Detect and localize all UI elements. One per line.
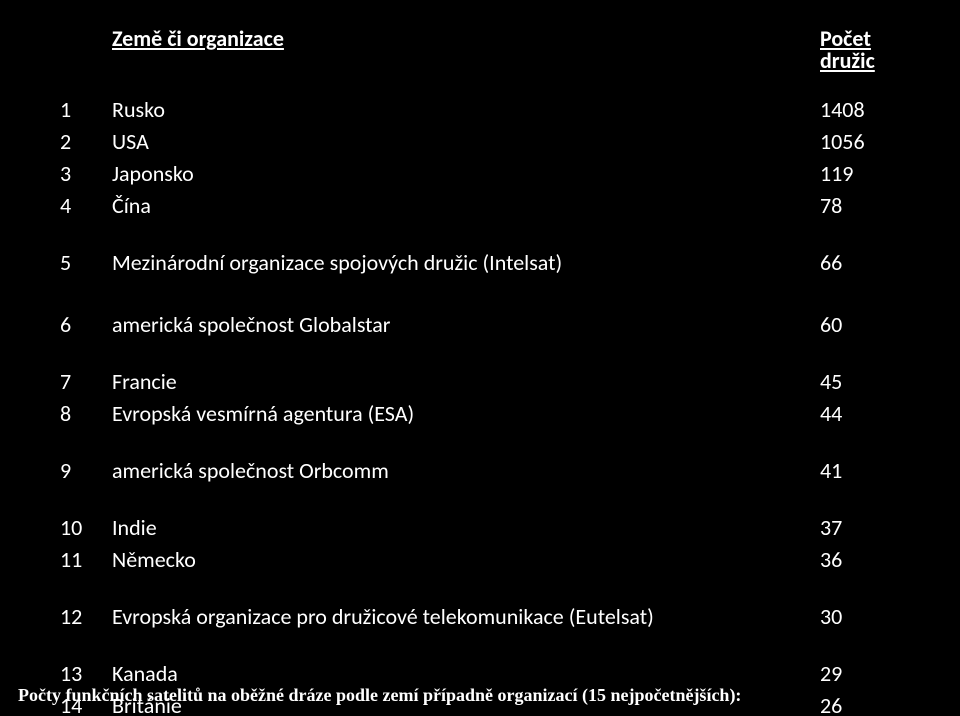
row-number: 13: [60, 663, 112, 685]
row-name: Rusko: [112, 99, 820, 121]
header-count: Počet družic: [820, 28, 890, 72]
table-body: 1Rusko14082USA10563Japonsko1194Čína785Me…: [60, 94, 890, 716]
table-row: 1Rusko1408: [60, 94, 890, 126]
row-count: 37: [820, 517, 890, 539]
row-number: 12: [60, 606, 112, 628]
table-row: 6americká společnost Globalstar60: [60, 304, 890, 346]
row-count: 26: [820, 695, 890, 716]
row-count: 45: [820, 371, 890, 393]
row-name: Indie: [112, 517, 820, 539]
table-row: 10Indie37: [60, 512, 890, 544]
row-count: 41: [820, 460, 890, 482]
table-row: 3Japonsko119: [60, 158, 890, 190]
row-count: 1408: [820, 99, 890, 121]
row-number: 5: [60, 252, 112, 274]
table-row: 9americká společnost Orbcomm41: [60, 450, 890, 492]
row-number: 3: [60, 163, 112, 185]
row-number: 10: [60, 517, 112, 539]
table-row: 2USA1056: [60, 126, 890, 158]
row-group: 5Mezinárodní organizace spojových družic…: [60, 242, 890, 284]
row-count: 29: [820, 663, 890, 685]
row-name: americká společnost Orbcomm: [112, 460, 820, 482]
row-name: Evropská vesmírná agentura (ESA): [112, 403, 820, 425]
footer-caption: Počty funkčních satelitů na oběžné dráze…: [18, 685, 741, 706]
row-group: 9americká společnost Orbcomm41: [60, 450, 890, 492]
row-number: 1: [60, 99, 112, 121]
row-group: 10Indie3711Německo36: [60, 512, 890, 576]
row-count: 30: [820, 606, 890, 628]
table-row: 11Německo36: [60, 544, 890, 576]
table-row: 5Mezinárodní organizace spojových družic…: [60, 242, 890, 284]
row-name: Francie: [112, 371, 820, 393]
row-number: 8: [60, 403, 112, 425]
header-country: Země či organizace: [112, 28, 820, 50]
row-name: Čína: [112, 195, 820, 217]
row-group: 6americká společnost Globalstar60: [60, 304, 890, 346]
row-name: Německo: [112, 549, 820, 571]
row-number: 4: [60, 195, 112, 217]
row-name: americká společnost Globalstar: [112, 314, 820, 336]
row-number: 6: [60, 314, 112, 336]
table-row: 7Francie45: [60, 366, 890, 398]
row-count: 36: [820, 549, 890, 571]
row-name: USA: [112, 131, 820, 153]
table-row: 4Čína78: [60, 190, 890, 222]
row-number: 9: [60, 460, 112, 482]
row-count: 60: [820, 314, 890, 336]
row-count: 66: [820, 252, 890, 274]
row-count: 44: [820, 403, 890, 425]
row-number: 11: [60, 549, 112, 571]
table-header-row: Země či organizace Počet družic: [60, 28, 890, 72]
row-number: 2: [60, 131, 112, 153]
table-row: 12Evropská organizace pro družicové tele…: [60, 596, 890, 638]
row-name: Kanada: [112, 663, 820, 685]
table-row: 8Evropská vesmírná agentura (ESA)44: [60, 398, 890, 430]
row-group: 7Francie458Evropská vesmírná agentura (E…: [60, 366, 890, 430]
row-number: 7: [60, 371, 112, 393]
row-group: 12Evropská organizace pro družicové tele…: [60, 596, 890, 638]
row-name: Mezinárodní organizace spojových družic …: [112, 252, 820, 274]
slide: Země či organizace Počet družic 1Rusko14…: [0, 0, 960, 716]
row-count: 1056: [820, 131, 890, 153]
satellite-table: Země či organizace Počet družic 1Rusko14…: [60, 28, 890, 716]
row-group: 1Rusko14082USA10563Japonsko1194Čína78: [60, 94, 890, 222]
row-name: Japonsko: [112, 163, 820, 185]
row-count: 78: [820, 195, 890, 217]
row-name: Evropská organizace pro družicové teleko…: [112, 606, 820, 628]
row-count: 119: [820, 163, 890, 185]
